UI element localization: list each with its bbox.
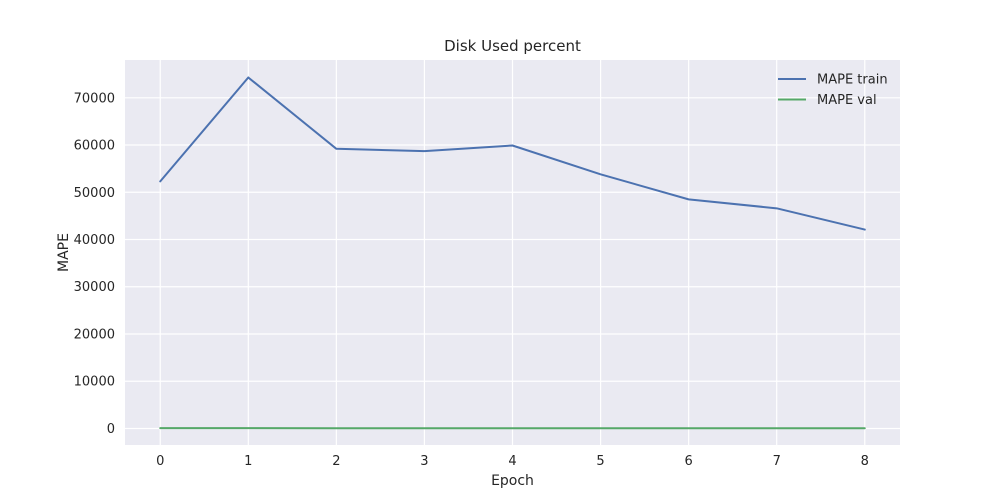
x-tick-label: 2	[332, 454, 340, 469]
y-tick-label: 50000	[74, 186, 115, 201]
x-tick-label: 6	[684, 454, 692, 469]
y-axis-ticks: 0 10000 20000 30000 40000 50000 60000 70000	[74, 91, 115, 437]
x-tick-label: 3	[420, 454, 428, 469]
legend-label: MAPE train	[817, 73, 888, 88]
y-tick-label: 0	[107, 422, 115, 437]
x-tick-label: 8	[861, 454, 869, 469]
legend: MAPE train MAPE val	[778, 73, 888, 108]
x-tick-label: 0	[156, 454, 164, 469]
y-tick-label: 10000	[74, 375, 115, 390]
y-axis-title: MAPE	[56, 233, 72, 272]
x-tick-label: 7	[773, 454, 781, 469]
x-tick-label: 4	[508, 454, 516, 469]
y-tick-label: 70000	[74, 91, 115, 106]
series-layer	[159, 76, 866, 430]
y-tick-label: 60000	[74, 139, 115, 154]
chart-title: Disk Used percent	[444, 37, 581, 55]
x-axis-ticks: 0 1 2 3 4 5 6 7 8	[156, 454, 869, 469]
y-tick-label: 20000	[74, 327, 115, 342]
y-tick-label: 30000	[74, 280, 115, 295]
series-line-train	[159, 76, 866, 231]
x-axis-title: Epoch	[491, 473, 534, 489]
x-tick-label: 5	[596, 454, 604, 469]
x-tick-label: 1	[244, 454, 252, 469]
y-tick-label: 40000	[74, 233, 115, 248]
legend-label: MAPE val	[817, 93, 877, 108]
